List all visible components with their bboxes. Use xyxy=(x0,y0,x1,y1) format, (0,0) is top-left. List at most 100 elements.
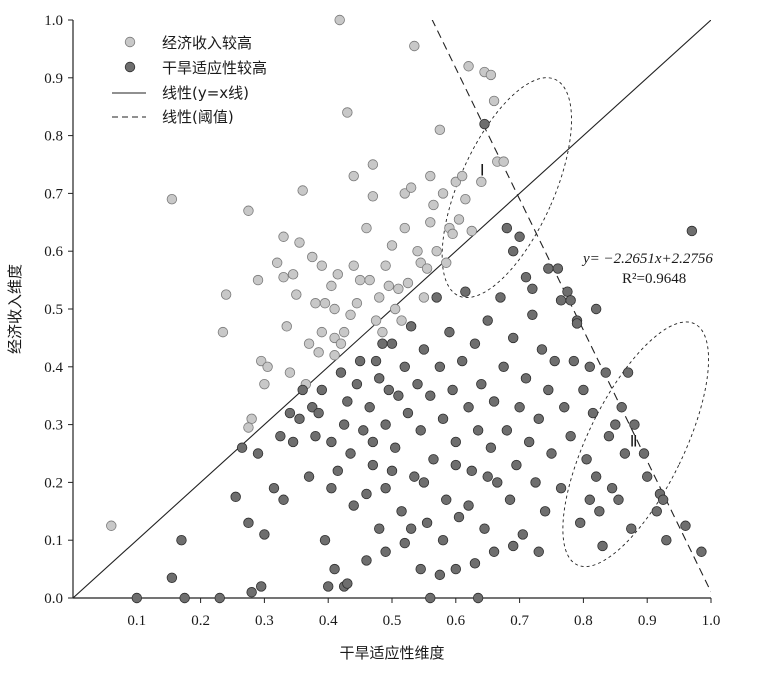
point-high-income xyxy=(466,225,477,237)
point-high-income xyxy=(393,283,404,294)
x-tick-label: 0.5 xyxy=(383,613,402,629)
point-high-drought xyxy=(571,318,583,329)
point-high-income xyxy=(271,257,283,268)
x-tick-label: 0.9 xyxy=(638,613,657,629)
point-high-drought xyxy=(482,471,493,482)
point-high-drought xyxy=(565,295,576,306)
point-high-drought xyxy=(370,355,382,367)
point-high-income xyxy=(313,347,324,358)
point-high-drought xyxy=(466,465,477,477)
x-tick-label: 0.3 xyxy=(255,613,274,629)
point-high-drought xyxy=(278,494,289,505)
point-high-drought xyxy=(386,465,398,477)
point-high-drought xyxy=(380,419,391,430)
point-high-income xyxy=(278,231,289,242)
y-tick-label: 0.3 xyxy=(44,418,63,434)
point-high-income xyxy=(303,338,315,349)
point-high-income xyxy=(281,321,292,332)
point-high-drought xyxy=(469,338,481,349)
point-high-drought xyxy=(520,272,532,283)
point-high-drought xyxy=(555,295,567,306)
point-high-drought xyxy=(367,436,379,448)
y-tick-label: 0.1 xyxy=(44,533,63,549)
point-high-drought xyxy=(555,482,567,494)
point-high-income xyxy=(412,245,423,257)
point-high-income xyxy=(316,260,328,271)
point-high-income xyxy=(374,292,385,303)
point-high-drought xyxy=(386,338,398,349)
point-high-income xyxy=(243,422,254,433)
point-high-drought xyxy=(434,361,446,373)
point-high-drought xyxy=(488,396,500,407)
point-high-income xyxy=(450,176,462,188)
point-high-drought xyxy=(294,413,305,425)
point-high-drought xyxy=(421,517,433,529)
point-high-income xyxy=(326,280,337,292)
point-high-drought xyxy=(552,263,564,274)
point-high-income xyxy=(425,217,436,228)
point-high-income xyxy=(421,263,433,274)
point-high-drought xyxy=(508,245,519,257)
point-high-income xyxy=(383,280,395,292)
point-high-income xyxy=(297,185,308,196)
point-high-income xyxy=(389,303,401,315)
point-high-drought xyxy=(326,436,337,448)
y-tick-label: 0.5 xyxy=(44,302,63,318)
point-high-income xyxy=(437,188,449,199)
point-high-drought xyxy=(396,506,407,517)
point-high-drought xyxy=(469,558,481,569)
point-high-income xyxy=(396,315,407,326)
point-high-income xyxy=(431,245,442,257)
y-tick-label: 1.0 xyxy=(44,13,63,29)
r-squared-label: R²=0.9648 xyxy=(622,271,686,287)
point-high-income xyxy=(399,222,410,234)
point-high-drought xyxy=(610,419,621,430)
point-high-income xyxy=(380,260,391,271)
point-high-drought xyxy=(418,477,430,488)
point-high-income xyxy=(463,61,474,72)
point-high-income xyxy=(367,191,379,202)
point-high-drought xyxy=(310,430,321,442)
x-tick-label: 0.8 xyxy=(574,613,593,629)
point-high-drought xyxy=(428,454,439,465)
point-high-drought xyxy=(393,390,404,401)
point-high-drought xyxy=(214,592,225,604)
point-high-drought xyxy=(578,384,589,396)
point-high-drought xyxy=(562,286,573,297)
y-tick-label: 0.2 xyxy=(44,475,63,491)
point-high-income xyxy=(485,69,497,81)
point-high-drought xyxy=(402,407,414,419)
region-label-1: Ⅰ xyxy=(480,163,485,180)
point-high-drought xyxy=(584,494,595,505)
point-high-drought xyxy=(508,540,519,552)
point-high-income xyxy=(402,277,414,289)
legend-label-high-income: 经济收入较高 xyxy=(162,34,252,52)
point-high-drought xyxy=(287,436,299,448)
point-high-drought xyxy=(329,563,340,575)
point-high-income xyxy=(361,222,372,234)
point-high-income xyxy=(447,228,458,240)
y-tick-label: 0.8 xyxy=(44,129,63,145)
point-high-drought xyxy=(463,402,474,413)
point-high-drought xyxy=(581,454,592,465)
point-high-drought xyxy=(380,482,391,494)
point-high-drought xyxy=(437,413,449,425)
point-high-drought xyxy=(472,425,484,436)
point-high-drought xyxy=(405,321,417,332)
point-high-drought xyxy=(259,529,270,540)
point-high-income xyxy=(334,14,345,26)
y-tick-label: 0.7 xyxy=(44,186,63,202)
point-high-drought xyxy=(492,477,503,488)
point-high-drought xyxy=(383,384,395,396)
point-high-drought xyxy=(351,378,363,390)
point-high-drought xyxy=(460,286,471,297)
point-high-drought xyxy=(326,482,337,494)
point-high-income xyxy=(329,303,340,315)
point-high-drought xyxy=(434,569,446,581)
point-high-income xyxy=(252,274,264,286)
point-high-drought xyxy=(323,581,334,592)
point-high-drought xyxy=(651,506,662,517)
point-high-drought xyxy=(504,494,516,505)
point-high-drought xyxy=(275,430,286,442)
point-high-drought xyxy=(508,332,519,344)
